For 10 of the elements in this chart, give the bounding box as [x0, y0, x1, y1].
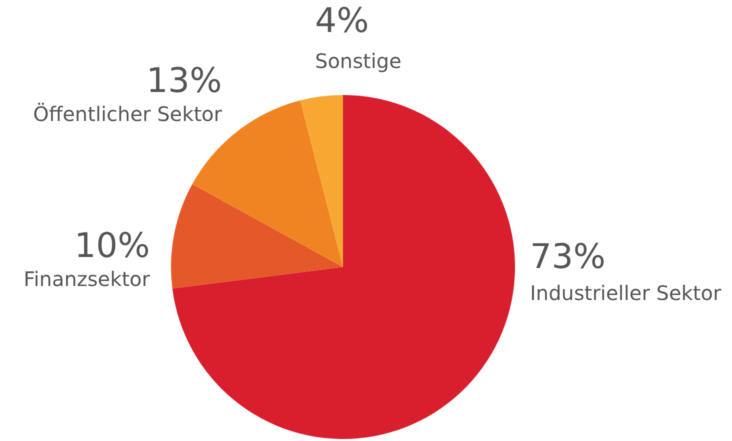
slice-label: Finanzsektor	[24, 267, 151, 291]
data-label: 10%	[74, 226, 150, 266]
data-label: 73%	[530, 237, 606, 277]
slice-label: Sonstige	[315, 49, 402, 73]
pie-slice	[171, 184, 343, 289]
slice-label: Industrieller Sektor	[530, 281, 722, 305]
pie-slice	[300, 95, 343, 267]
slice-label: Öffentlicher Sektor	[33, 102, 223, 126]
data-label: 4%	[315, 1, 369, 41]
data-label: 13%	[146, 61, 222, 101]
